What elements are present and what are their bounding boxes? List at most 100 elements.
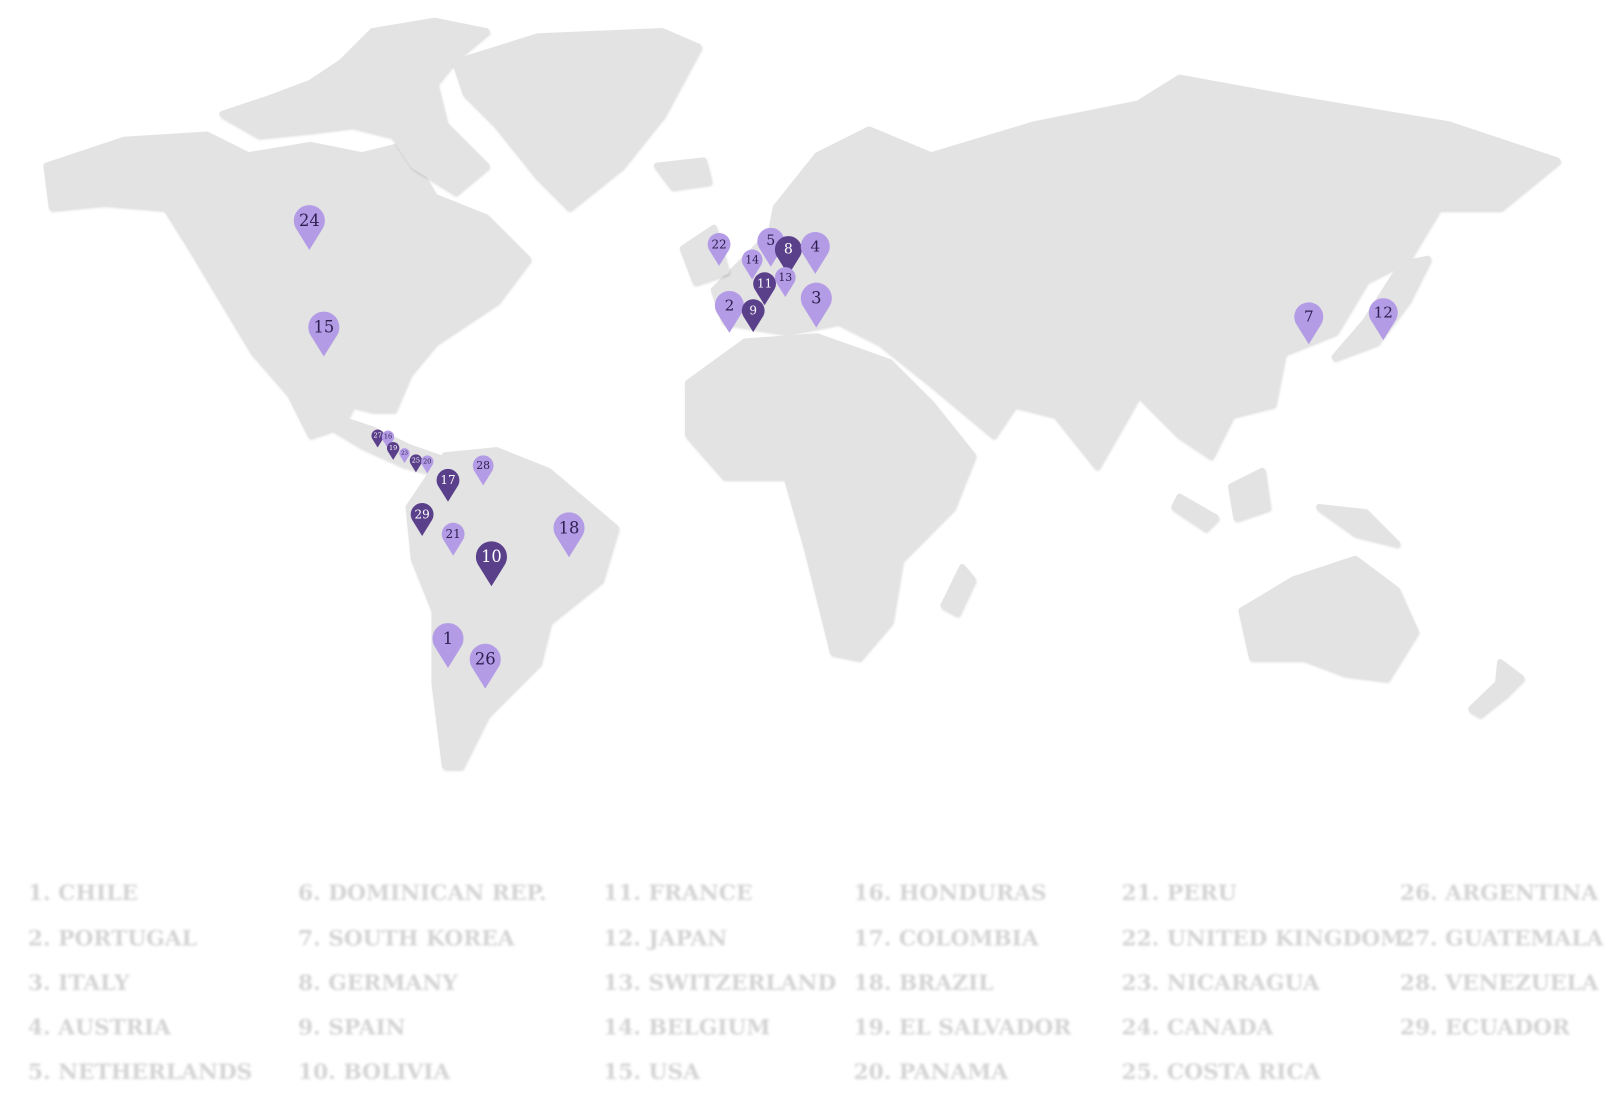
legend-item: 15. USA: [603, 1060, 701, 1085]
pin-shape: [469, 643, 501, 689]
map-pin: 2: [714, 290, 744, 333]
indonesia: [1171, 493, 1219, 531]
legend-item: 27. GUATEMALA: [1400, 927, 1605, 952]
pin-label: 17: [440, 473, 455, 487]
map-pin: 3: [800, 282, 832, 328]
pin-label: 22: [711, 237, 726, 251]
north-america: [43, 131, 531, 438]
legend-item: 22. UNITED KINGDOM: [1122, 927, 1405, 952]
pin-shape: [409, 454, 423, 473]
pin-shape: [399, 448, 410, 464]
legend-item: 25. COSTA RICA: [1122, 1060, 1322, 1085]
map-pin: 29: [410, 503, 434, 536]
map-pin: 5: [757, 227, 785, 267]
map-pin: 26: [469, 643, 501, 689]
legend-item: 14. BELGIUM: [603, 1016, 770, 1041]
map-pin: 22: [707, 232, 731, 266]
pin-label: 13: [778, 271, 792, 284]
legend-item: 9. SPAIN: [298, 1016, 406, 1041]
map-pin: 9: [741, 299, 765, 333]
legend-item: 29. ECUADOR: [1400, 1016, 1571, 1041]
legend-item: 7. SOUTH KOREA: [298, 927, 516, 952]
new-guinea: [1316, 503, 1400, 547]
pin-label: 21: [446, 527, 461, 541]
legend-item: 11. FRANCE: [603, 881, 752, 906]
pin-shape: [432, 623, 464, 668]
pin-shape: [757, 227, 785, 267]
pin-label: 14: [745, 253, 759, 266]
pin-shape: [308, 311, 340, 357]
legend: 1. CHILE 2. PORTUGAL 3. ITALY 4. AUSTRIA 5. …: [28, 881, 1605, 1085]
map-pin: 21: [441, 522, 465, 556]
map-pin: 1: [432, 623, 464, 668]
legend-item: 12. JAPAN: [603, 927, 727, 952]
map-pin: 23: [399, 448, 410, 464]
legend-item: 4. AUSTRIA: [28, 1016, 172, 1041]
iceland: [653, 157, 712, 190]
pin-shape: [741, 299, 765, 333]
pin-shape: [741, 249, 763, 280]
map-pin: 11: [753, 272, 776, 306]
pin-shape: [774, 236, 802, 276]
arctic-islands: [219, 17, 490, 195]
pin-label: 15: [313, 318, 334, 337]
pin-shape: [1368, 298, 1398, 341]
map-pin: 19: [386, 441, 400, 460]
legend-item: 19. EL SALVADOR: [854, 1016, 1073, 1041]
legend-item: 10. BOLIVIA: [298, 1060, 451, 1085]
pin-shape: [1294, 302, 1324, 345]
pin-shape: [441, 522, 465, 556]
pin-shape: [774, 267, 796, 298]
pin-shape: [553, 512, 585, 558]
legend-item: 2. PORTUGAL: [28, 927, 197, 952]
legend-item: 20. PANAMA: [854, 1060, 1010, 1085]
africa: [684, 333, 976, 661]
pin-shape: [475, 541, 507, 587]
pin-label: 2: [725, 296, 735, 314]
pin-shape: [753, 272, 776, 306]
pin-label: 28: [476, 459, 490, 472]
pin-shape: [421, 455, 434, 474]
pin-label: 16: [384, 433, 392, 441]
pin-label: 20: [423, 458, 431, 466]
pin-label: 5: [766, 233, 775, 249]
pin-shape: [436, 468, 460, 502]
pin-shape: [386, 441, 400, 460]
map-pin: 4: [800, 231, 830, 274]
legend-item: 28. VENEZUELA: [1400, 971, 1600, 996]
eurasia: [710, 74, 1561, 469]
pin-shape: [381, 430, 395, 449]
map-pin: 24: [293, 205, 325, 250]
australia: [1238, 555, 1419, 681]
legend-item: 23. NICARAGUA: [1122, 971, 1321, 996]
greenland: [452, 28, 702, 211]
legend-item: 21. PERU: [1122, 881, 1237, 906]
legend-item: 6. DOMINICAN REP.: [298, 881, 547, 906]
pin-label: 8: [784, 241, 793, 257]
map-pin: 16: [381, 430, 395, 449]
map-pin: 27: [371, 429, 384, 448]
pin-label: 19: [389, 444, 397, 452]
pin-label: 11: [757, 277, 772, 291]
map-pin: 10: [475, 541, 507, 587]
map-pin: 18: [553, 512, 585, 558]
pin-label: 9: [749, 304, 757, 318]
map-pin: 7: [1294, 302, 1324, 345]
legend-item: 18. BRAZIL: [854, 971, 994, 996]
pin-shape: [800, 282, 832, 328]
map-pin: 8: [774, 236, 802, 276]
borneo: [1228, 467, 1271, 521]
legend-item: 26. ARGENTINA: [1400, 881, 1599, 906]
legend-item: 1. CHILE: [28, 881, 138, 906]
pin-label: 27: [373, 432, 381, 440]
pin-label: 25: [412, 457, 420, 465]
pin-label: 18: [559, 518, 580, 537]
pin-label: 10: [481, 547, 502, 566]
legend-item: 13. SWITZERLAND: [603, 971, 836, 996]
pin-label: 3: [811, 289, 821, 308]
pin-shape: [707, 232, 731, 266]
pin-label: 7: [1304, 308, 1314, 326]
pin-shape: [800, 231, 830, 274]
